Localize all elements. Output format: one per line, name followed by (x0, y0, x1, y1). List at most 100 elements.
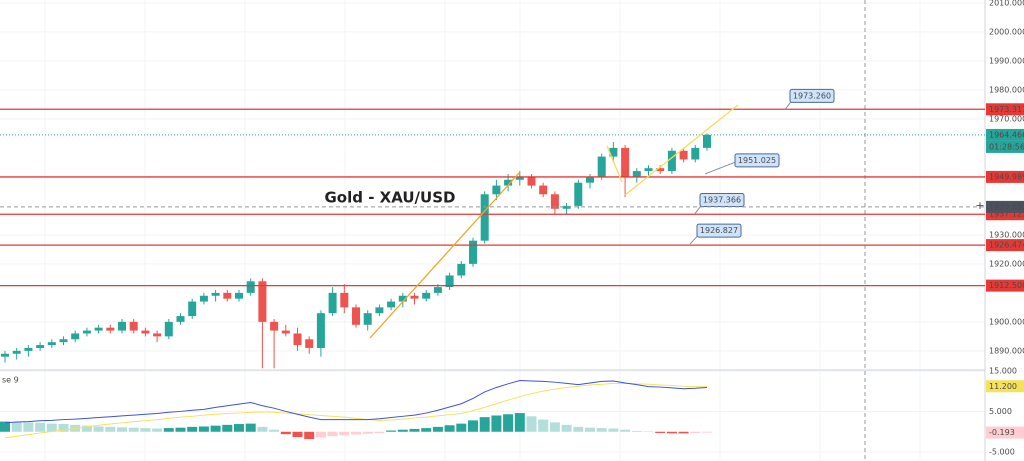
candle-body (527, 176, 536, 186)
candle-body (211, 292, 220, 296)
histogram-bar (210, 425, 221, 432)
histogram-bar (666, 431, 677, 434)
histogram-bar (0, 421, 10, 432)
candle-body (410, 295, 419, 299)
candle-body (1, 353, 9, 357)
level-label: 1973.311 (989, 105, 1024, 114)
level-label-bg (986, 239, 1024, 252)
candle-body (223, 292, 232, 299)
vertical-grid (44, 0, 921, 461)
callout-label: 1926.827 (700, 226, 738, 235)
histogram-bar (23, 422, 34, 432)
histogram-bar (152, 428, 163, 432)
histogram-bar (58, 424, 69, 432)
histogram-bar (526, 416, 537, 432)
candle-body (47, 342, 56, 346)
level-label-bg (986, 103, 1024, 116)
candle-body (281, 330, 290, 334)
grid (0, 2, 985, 453)
candle-body (12, 350, 21, 354)
candle-body (422, 292, 431, 299)
callout-label: 1951.025 (738, 156, 776, 165)
candle-body (270, 321, 279, 331)
histogram-bar (573, 426, 584, 432)
histogram-bar (444, 425, 455, 432)
histogram-bar (245, 423, 256, 432)
crosshair-label: 1939.652 (989, 202, 1024, 211)
histogram-bar (269, 429, 280, 432)
candle-body (246, 281, 255, 293)
candle-body (375, 307, 384, 314)
candle-body (235, 292, 243, 299)
histogram-bar (538, 419, 549, 432)
y-tick-label: 5.000 (989, 407, 1012, 416)
candle-body (644, 168, 653, 172)
y-tick-label: 1990.000 (989, 56, 1024, 65)
histogram-bar (585, 427, 595, 432)
candle-body (129, 321, 138, 331)
histogram-bar (374, 431, 385, 433)
level-label-bg (986, 170, 1024, 183)
candle-body (539, 185, 548, 195)
crosshair-plus: + (975, 199, 984, 212)
candle-body (480, 194, 489, 241)
callout-label: 1937.366 (703, 196, 741, 205)
histogram-bar (362, 431, 373, 434)
level-label: 1937.123 (989, 210, 1024, 219)
macd-value-label: 11.200 (989, 382, 1017, 391)
level-label: 1912.500 (989, 281, 1024, 290)
candle-body (632, 171, 641, 177)
histogram-bar (105, 426, 116, 432)
candle-body (562, 205, 571, 209)
y-tick-label: 1980.000 (989, 85, 1024, 94)
candle-body (293, 333, 302, 346)
candle-body (71, 333, 80, 340)
trend-line (606, 145, 623, 183)
histogram-bar (596, 428, 607, 432)
candle-body (492, 185, 501, 195)
candle-body (59, 339, 68, 343)
candle-body (457, 263, 466, 276)
histogram-bar (187, 426, 198, 432)
candle-body (691, 147, 700, 160)
histogram-bar (409, 428, 420, 432)
candle-body (597, 156, 606, 177)
candle-body (258, 281, 267, 322)
histogram-bar (655, 431, 666, 433)
histogram-bar (456, 423, 467, 432)
histogram-bar (280, 431, 291, 435)
callout-box (734, 153, 780, 168)
chart-title: Gold - XAU/USD (325, 189, 456, 207)
y-tick-label: 2000.000 (989, 27, 1024, 36)
callout-label: 1973.260 (793, 91, 831, 100)
macd-value-label-bg (986, 380, 1024, 393)
histogram-bar (46, 423, 57, 432)
level-label: 1926.474 (989, 241, 1024, 250)
last-price-label-bg (986, 128, 1024, 141)
macd-line (4, 380, 708, 424)
marks (0, 88, 985, 440)
histogram-bar (327, 431, 338, 437)
signal-line (4, 382, 707, 439)
candle-body (176, 316, 185, 322)
histogram-bar (386, 430, 397, 432)
candle-body (433, 287, 442, 293)
histogram-bar (561, 424, 572, 432)
histogram-bar (257, 426, 268, 432)
candle-body (153, 333, 162, 337)
histogram-bar (608, 428, 619, 432)
histogram-bar (198, 426, 209, 432)
histogram-bar (93, 426, 104, 432)
histogram-bar (175, 427, 186, 432)
countdown-bg (986, 140, 1024, 153)
candle-body (703, 134, 711, 148)
candle-body (94, 327, 103, 331)
y-tick-label: 1920.000 (989, 259, 1024, 268)
histogram-bar (140, 428, 151, 432)
histogram-bar (468, 420, 478, 432)
histogram-bar (620, 429, 631, 432)
candle-body (316, 313, 325, 348)
candle-body (667, 150, 676, 172)
histogram-bar (234, 424, 244, 432)
histogram-bar (351, 431, 361, 435)
